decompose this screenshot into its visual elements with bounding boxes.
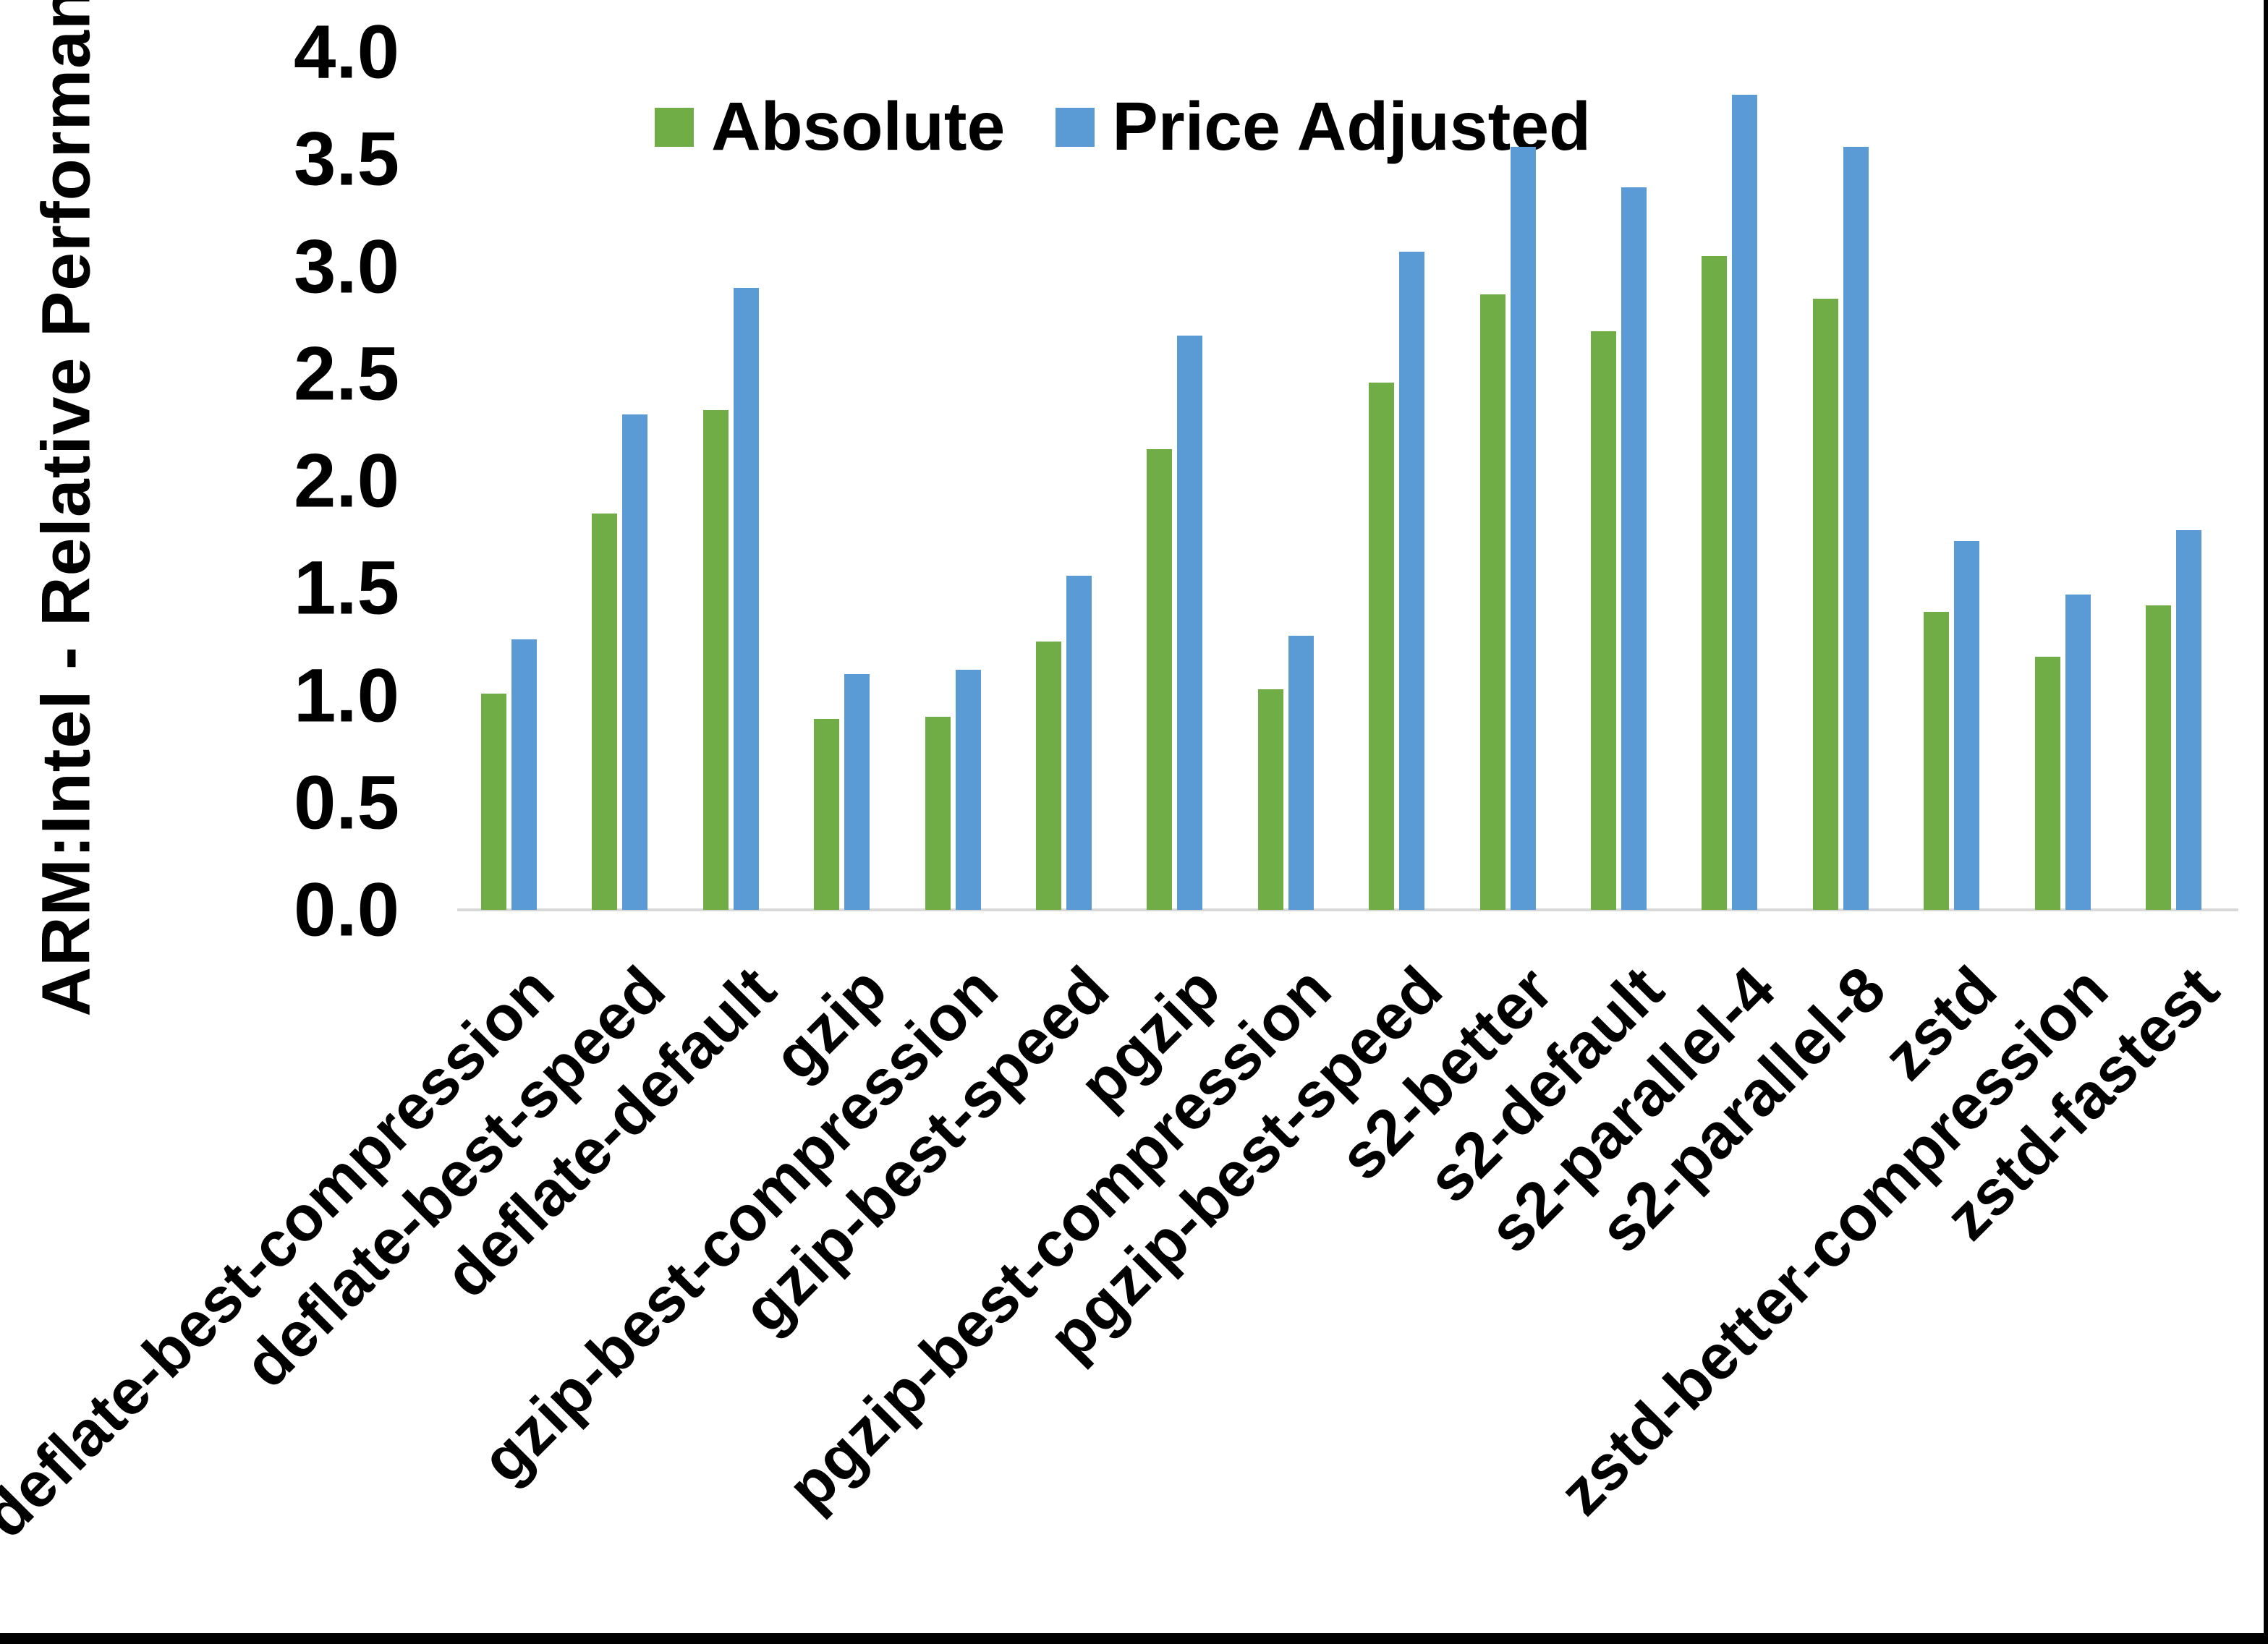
bar-absolute-pgzip-best-speed [1369, 382, 1395, 910]
bar-absolute-deflate-default [702, 410, 729, 910]
bar-absolute-gzip [814, 719, 840, 910]
bar-price-adjusted-pgzip-best-speed [1399, 251, 1425, 910]
y-tick-label: 3.0 [294, 224, 399, 310]
x-axis-line [457, 908, 2238, 911]
bar-price-adjusted-s2-better [1510, 146, 1536, 910]
bar-absolute-deflate-best-compression [481, 693, 506, 910]
bar-price-adjusted-deflate-default [733, 288, 759, 910]
bar-absolute-deflate-best-speed [592, 513, 618, 910]
bar-price-adjusted-pgzip [1177, 335, 1203, 910]
frame-right-border [2264, 0, 2268, 1644]
bar-price-adjusted-gzip-best-speed [1066, 575, 1092, 910]
legend-label-absolute: Absolute [711, 88, 1006, 165]
bar-absolute-gzip-best-compression [925, 717, 951, 910]
legend-item-absolute: Absolute [655, 93, 1005, 161]
y-tick-label: 2.5 [294, 331, 399, 417]
bar-price-adjusted-zstd-fastest [2176, 530, 2201, 910]
bar-price-adjusted-s2-parallel-8 [1843, 146, 1869, 910]
y-tick-label: 3.5 [294, 116, 399, 202]
bar-absolute-s2-parallel-4 [1702, 255, 1728, 910]
bar-absolute-s2-default [1591, 331, 1616, 910]
legend-swatch-price-adjusted [1056, 107, 1095, 147]
y-axis-title: ARM:Intel - Relative Performance [27, 0, 105, 1017]
bar-price-adjusted-zstd [1954, 541, 1980, 910]
bar-absolute-pgzip-best-compression [1257, 689, 1283, 910]
bar-absolute-gzip-best-speed [1036, 642, 1061, 910]
bar-price-adjusted-pgzip-best-compression [1288, 635, 1314, 910]
bar-price-adjusted-zstd-better-compression [2065, 595, 2091, 910]
frame-bottom-border [0, 1633, 2268, 1644]
legend: Absolute Price Adjusted [655, 93, 1591, 161]
bar-price-adjusted-deflate-best-speed [622, 414, 648, 910]
y-tick-label: 2.0 [294, 438, 399, 524]
bar-absolute-zstd [1924, 611, 1950, 910]
y-tick-label: 4.0 [294, 9, 399, 95]
bar-absolute-zstd-fastest [2146, 605, 2171, 910]
bar-absolute-s2-parallel-8 [1812, 299, 1838, 910]
legend-swatch-absolute [655, 107, 694, 147]
bar-absolute-s2-better [1479, 294, 1505, 910]
bar-price-adjusted-deflate-best-compression [511, 639, 537, 910]
y-tick-label: 1.5 [294, 545, 399, 631]
bar-absolute-zstd-better-compression [2034, 657, 2060, 910]
y-tick-label: 1.0 [294, 653, 399, 738]
bar-price-adjusted-gzip-best-compression [955, 669, 981, 910]
bar-price-adjusted-s2-parallel-4 [1732, 95, 1758, 910]
y-tick-label: 0.0 [294, 867, 399, 953]
bar-price-adjusted-gzip [844, 673, 870, 910]
y-tick-label: 0.5 [294, 760, 399, 846]
bar-price-adjusted-s2-default [1621, 187, 1647, 910]
bar-absolute-pgzip [1147, 448, 1173, 910]
